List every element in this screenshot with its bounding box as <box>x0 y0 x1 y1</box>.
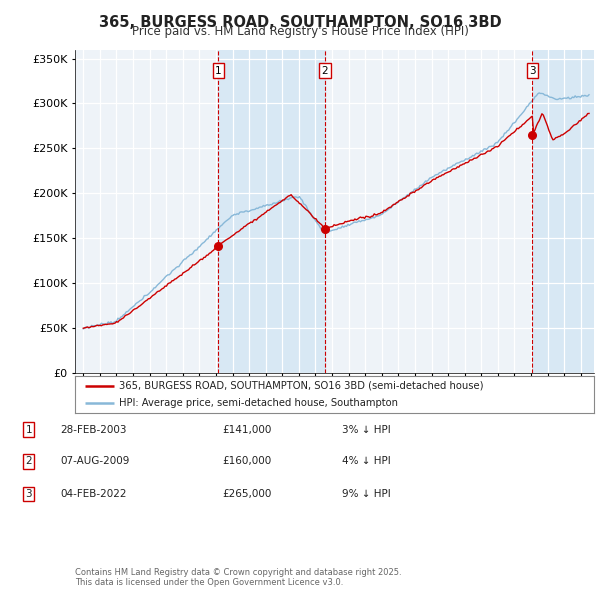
Text: 2: 2 <box>25 457 32 466</box>
Text: 365, BURGESS ROAD, SOUTHAMPTON, SO16 3BD (semi-detached house): 365, BURGESS ROAD, SOUTHAMPTON, SO16 3BD… <box>119 381 484 391</box>
Text: Contains HM Land Registry data © Crown copyright and database right 2025.
This d: Contains HM Land Registry data © Crown c… <box>75 568 401 587</box>
Text: 9% ↓ HPI: 9% ↓ HPI <box>342 489 391 499</box>
Text: 28-FEB-2003: 28-FEB-2003 <box>60 425 127 434</box>
Text: £265,000: £265,000 <box>222 489 271 499</box>
Text: 365, BURGESS ROAD, SOUTHAMPTON, SO16 3BD: 365, BURGESS ROAD, SOUTHAMPTON, SO16 3BD <box>98 15 502 30</box>
Text: £160,000: £160,000 <box>222 457 271 466</box>
Text: 1: 1 <box>215 65 222 76</box>
Text: 3% ↓ HPI: 3% ↓ HPI <box>342 425 391 434</box>
Bar <box>218 50 325 373</box>
Text: 04-FEB-2022: 04-FEB-2022 <box>60 489 127 499</box>
Text: 2: 2 <box>322 65 328 76</box>
Text: 07-AUG-2009: 07-AUG-2009 <box>60 457 130 466</box>
Text: £141,000: £141,000 <box>222 425 271 434</box>
Text: HPI: Average price, semi-detached house, Southampton: HPI: Average price, semi-detached house,… <box>119 398 398 408</box>
Text: 3: 3 <box>25 489 32 499</box>
Text: 4% ↓ HPI: 4% ↓ HPI <box>342 457 391 466</box>
Text: 1: 1 <box>25 425 32 434</box>
Text: Price paid vs. HM Land Registry's House Price Index (HPI): Price paid vs. HM Land Registry's House … <box>131 25 469 38</box>
Bar <box>532 50 594 373</box>
Text: 3: 3 <box>529 65 536 76</box>
